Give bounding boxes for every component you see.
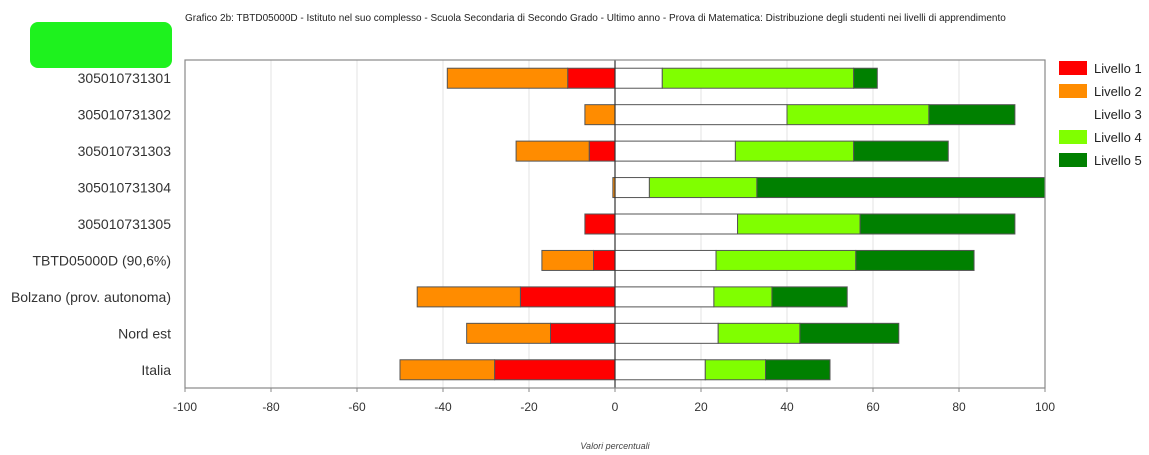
legend-label: Livello 1	[1094, 61, 1142, 76]
bar-segment	[550, 322, 616, 344]
legend-label: Livello 2	[1094, 84, 1142, 99]
bar-segment	[704, 359, 766, 381]
bar-segment	[648, 177, 758, 199]
category-label: Italia	[141, 362, 171, 378]
category-label: Bolzano (prov. autonoma)	[11, 289, 171, 305]
bar-segment	[928, 104, 1016, 126]
category-label: Nord est	[118, 325, 171, 341]
bar-segment	[614, 67, 663, 89]
chart-title: Grafico 2b: TBTD05000D - Istituto nel su…	[185, 13, 1006, 24]
x-tick-label: -80	[262, 400, 280, 414]
bar-segment	[614, 249, 717, 271]
bar-segment	[614, 286, 715, 308]
bar-segment	[588, 140, 616, 162]
bar-segment	[614, 322, 719, 344]
bar-segment	[756, 177, 1046, 199]
category-label: 305010731303	[78, 143, 172, 159]
bar-segment	[446, 67, 569, 89]
legend-swatch	[1059, 130, 1087, 144]
legend-label: Livello 4	[1094, 130, 1142, 145]
bar-segment	[614, 359, 706, 381]
bar-segment	[855, 249, 975, 271]
x-tick-label: 100	[1035, 400, 1055, 414]
category-label: 305010731302	[78, 107, 172, 123]
bar-segment	[786, 104, 930, 126]
bar-segment	[593, 249, 616, 271]
x-tick-label: 40	[780, 400, 794, 414]
bar-segment	[713, 286, 773, 308]
legend-label: Livello 5	[1094, 153, 1142, 168]
category-label: TBTD05000D (90,6%)	[32, 252, 171, 268]
x-axis-label: Valori percentuali	[580, 441, 650, 451]
bar-segment	[584, 213, 616, 235]
category-label: 305010731305	[78, 216, 172, 232]
x-tick-label: -40	[434, 400, 452, 414]
legend-swatch	[1059, 61, 1087, 75]
bar-segment	[853, 67, 878, 89]
bar-segment	[799, 322, 900, 344]
bar-segment	[765, 359, 831, 381]
bar-segment	[399, 359, 496, 381]
category-label: 305010731304	[78, 180, 172, 196]
legend-label: Livello 3	[1094, 107, 1142, 122]
x-tick-label: -100	[173, 400, 197, 414]
legend-swatch	[1059, 153, 1087, 167]
bar-segment	[661, 67, 855, 89]
bar-segment	[771, 286, 848, 308]
bar-segment	[734, 140, 855, 162]
x-tick-label: 60	[866, 400, 880, 414]
bar-segment	[515, 140, 590, 162]
bar-segment	[584, 104, 616, 126]
bar-segment	[614, 177, 650, 199]
bar-segment	[715, 249, 857, 271]
legend-swatch	[1059, 84, 1087, 98]
bar-segment	[519, 286, 616, 308]
x-tick-label: 20	[694, 400, 708, 414]
bar-segment	[416, 286, 521, 308]
bar-segment	[494, 359, 616, 381]
category-label: 305010731301	[78, 70, 172, 86]
x-tick-label: 0	[612, 400, 619, 414]
legend-swatch	[1059, 107, 1087, 121]
x-tick-label: -60	[348, 400, 366, 414]
redaction-mark	[30, 22, 172, 68]
x-tick-label: 80	[952, 400, 966, 414]
bar-segment	[717, 322, 801, 344]
bar-segment	[614, 213, 739, 235]
bar-segment	[853, 140, 949, 162]
bar-segment	[859, 213, 1016, 235]
bar-segment	[737, 213, 861, 235]
bar-segment	[541, 249, 595, 271]
x-tick-label: -20	[520, 400, 538, 414]
bar-segment	[466, 322, 551, 344]
bar-segment	[614, 104, 788, 126]
bar-segment	[567, 67, 616, 89]
bar-segment	[614, 140, 736, 162]
